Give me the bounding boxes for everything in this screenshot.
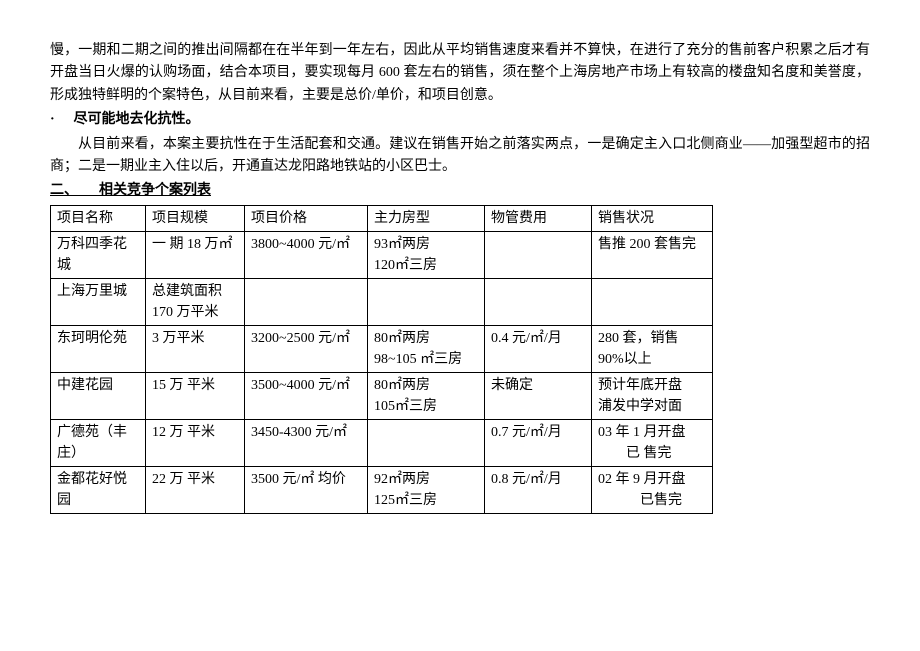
table-cell: 80㎡两房105㎡三房 (368, 372, 485, 419)
section-header: 二、 相关竞争个案列表 (50, 180, 870, 202)
table-body: 万科四季花城一 期 18 万㎡3800~4000 元/㎡93㎡两房120㎡三房 售… (51, 231, 713, 513)
table-row: 万科四季花城一 期 18 万㎡3800~4000 元/㎡93㎡两房120㎡三房 售… (51, 231, 713, 278)
bullet-mark: · (50, 109, 70, 131)
table-cell: 售推 200 套售完 (592, 231, 713, 278)
header-fee: 物管费用 (485, 205, 592, 231)
table-cell: 3200~2500 元/㎡ (245, 325, 368, 372)
table-cell: 上海万里城 (51, 278, 146, 325)
bullet-text: 尽可能地去化抗性。 (74, 112, 200, 127)
table-cell: 3 万平米 (146, 325, 245, 372)
table-cell: 12 万 平米 (146, 419, 245, 466)
table-cell: 03 年 1 月开盘 已 售完 (592, 419, 713, 466)
table-cell: 280 套，销售 90%以上 (592, 325, 713, 372)
header-price: 项目价格 (245, 205, 368, 231)
header-status: 销售状况 (592, 205, 713, 231)
table-cell: 广德苑（丰庄） (51, 419, 146, 466)
table-cell: 3500~4000 元/㎡ (245, 372, 368, 419)
paragraph-1: 慢，一期和二期之间的推出间隔都在在半年到一年左右，因此从平均销售速度来看并不算快… (50, 40, 870, 107)
table-cell: 0.8 元/㎡/月 (485, 466, 592, 513)
table-cell: 预计年底开盘浦发中学对面 (592, 372, 713, 419)
table-row: 上海万里城总建筑面积 170 万平米 (51, 278, 713, 325)
table-cell: 总建筑面积 170 万平米 (146, 278, 245, 325)
table-row: 金都花好悦园22 万 平米3500 元/㎡ 均价92㎡两房125㎡三房0.8 元… (51, 466, 713, 513)
table-row: 东珂明伦苑3 万平米3200~2500 元/㎡80㎡两房98~105 ㎡三房0.… (51, 325, 713, 372)
table-cell: 0.7 元/㎡/月 (485, 419, 592, 466)
table-cell: 22 万 平米 (146, 466, 245, 513)
competition-table: 项目名称 项目规模 项目价格 主力房型 物管费用 销售状况 万科四季花城一 期 … (50, 205, 713, 514)
table-row: 中建花园15 万 平米3500~4000 元/㎡80㎡两房105㎡三房未确定预计… (51, 372, 713, 419)
table-cell: 3500 元/㎡ 均价 (245, 466, 368, 513)
table-cell: 02 年 9 月开盘 已售完 (592, 466, 713, 513)
table-cell: 3800~4000 元/㎡ (245, 231, 368, 278)
table-cell (368, 278, 485, 325)
table-cell (368, 419, 485, 466)
table-cell: 93㎡两房120㎡三房 (368, 231, 485, 278)
table-cell: 15 万 平米 (146, 372, 245, 419)
table-cell (592, 278, 713, 325)
table-header-row: 项目名称 项目规模 项目价格 主力房型 物管费用 销售状况 (51, 205, 713, 231)
table-cell: 一 期 18 万㎡ (146, 231, 245, 278)
header-scale: 项目规模 (146, 205, 245, 231)
table-cell: 3450-4300 元/㎡ (245, 419, 368, 466)
table-cell: 万科四季花城 (51, 231, 146, 278)
table-cell (485, 278, 592, 325)
table-cell: 中建花园 (51, 372, 146, 419)
table-cell: 0.4 元/㎡/月 (485, 325, 592, 372)
header-name: 项目名称 (51, 205, 146, 231)
paragraph-2: 从目前来看，本案主要抗性在于生活配套和交通。建议在销售开始之前落实两点，一是确定… (50, 134, 870, 179)
table-cell: 92㎡两房125㎡三房 (368, 466, 485, 513)
table-row: 广德苑（丰庄）12 万 平米3450-4300 元/㎡ 0.7 元/㎡/月03 年… (51, 419, 713, 466)
header-type: 主力房型 (368, 205, 485, 231)
table-cell (245, 278, 368, 325)
table-cell (485, 231, 592, 278)
table-cell: 80㎡两房98~105 ㎡三房 (368, 325, 485, 372)
table-cell: 未确定 (485, 372, 592, 419)
table-cell: 金都花好悦园 (51, 466, 146, 513)
table-cell: 东珂明伦苑 (51, 325, 146, 372)
bullet-line: · 尽可能地去化抗性。 (50, 109, 870, 131)
